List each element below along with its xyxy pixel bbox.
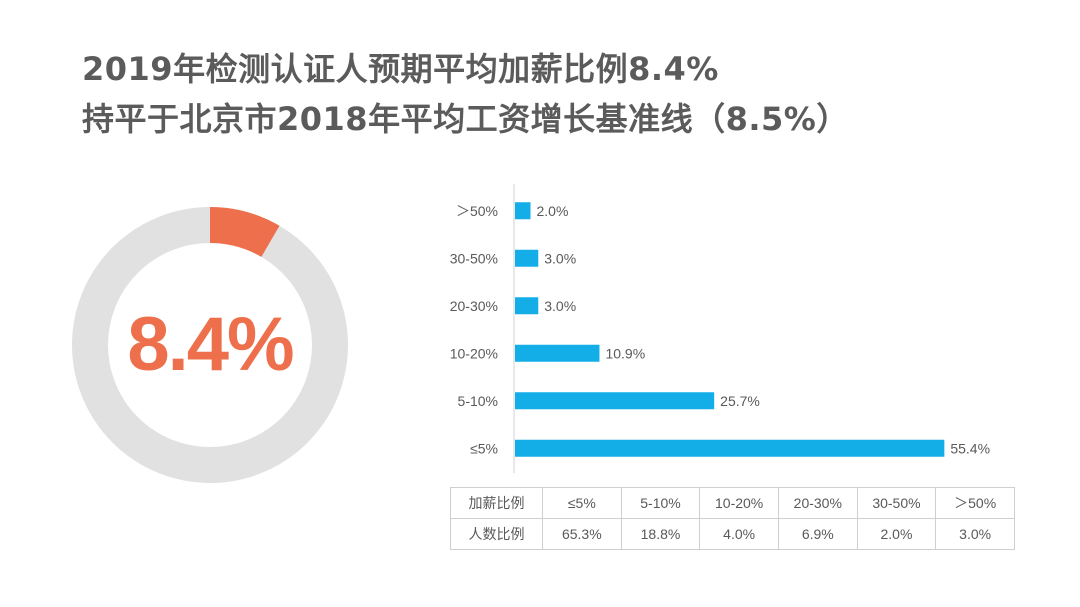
donut-chart: [72, 207, 348, 483]
table-cell: 3.0%: [935, 518, 1015, 550]
bar-value-label: 3.0%: [544, 298, 576, 314]
bar-value-label: 55.4%: [950, 440, 990, 456]
table-header-row: 加薪比例 ≤5% 5-10% 10-20% 20-30% 30-50% ＞50%: [450, 487, 1015, 519]
donut-center-label: 8.4%: [127, 302, 294, 387]
table-cell: 加薪比例: [450, 487, 543, 519]
table-cell: 30-50%: [856, 487, 937, 519]
bar-chart: ＞50% 2.0% 30-50% 3.0% 20-30% 3.0% 10-20% 10.9% 5…: [450, 184, 990, 473]
page-title: 2019年检测认证人预期平均加薪比例8.4% 持平于北京市2018年平均工资增长…: [82, 44, 1042, 144]
y-tick-label: 30-50%: [450, 250, 498, 266]
table-cell: ＞50%: [935, 487, 1015, 519]
bar-value-label: 3.0%: [544, 250, 576, 266]
bar-value-label: 25.7%: [720, 393, 760, 409]
bar: [515, 344, 600, 362]
title-line-2: 持平于北京市2018年平均工资增长基准线（8.5%）: [82, 100, 849, 138]
bar: [515, 297, 539, 315]
y-tick-label: 10-20%: [450, 345, 498, 361]
table-cell: 5-10%: [620, 487, 701, 519]
bar-value-label: 10.9%: [605, 345, 645, 361]
table-cell: 6.9%: [777, 518, 858, 550]
y-tick-label: ≤5%: [470, 440, 498, 456]
table-cell: 18.8%: [620, 518, 701, 550]
bar: [515, 439, 945, 457]
title-line-1: 2019年检测认证人预期平均加薪比例8.4%: [82, 50, 719, 88]
y-tick-label: 20-30%: [450, 298, 498, 314]
y-tick-label: ＞50%: [456, 203, 498, 219]
table-cell: 65.3%: [542, 518, 622, 550]
table-cell: 20-30%: [777, 487, 858, 519]
table-cell: ≤5%: [542, 487, 622, 519]
bar-value-label: 2.0%: [537, 203, 569, 219]
table-cell: 10-20%: [699, 487, 779, 519]
data-table: 加薪比例 ≤5% 5-10% 10-20% 20-30% 30-50% ＞50%…: [450, 487, 1015, 550]
bar: [515, 202, 531, 220]
donut-segment: [210, 207, 280, 257]
bar: [515, 392, 715, 410]
table-cell: 4.0%: [699, 518, 779, 550]
table-cell: 2.0%: [856, 518, 937, 550]
table-cell: 人数比例: [450, 518, 543, 550]
bar: [515, 249, 539, 267]
y-tick-label: 5-10%: [458, 393, 498, 409]
table-row: 人数比例 65.3% 18.8% 4.0% 6.9% 2.0% 3.0%: [450, 518, 1015, 550]
